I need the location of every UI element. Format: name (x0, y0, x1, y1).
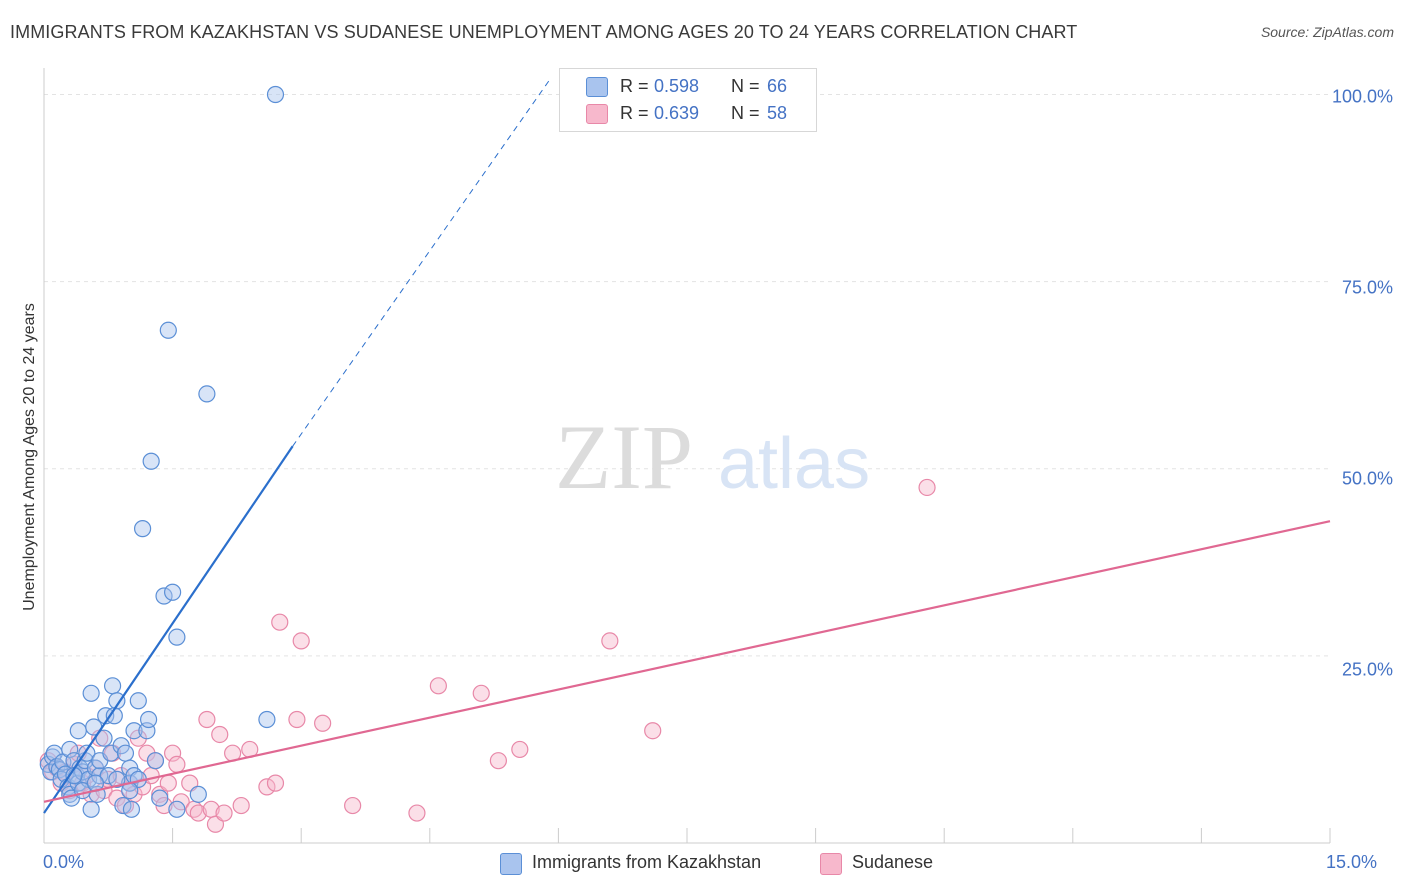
sudanese-point (511, 740, 529, 759)
r-label: R = (620, 76, 649, 96)
y-tick-25: 25.0% (1341, 659, 1393, 680)
chart-title: IMMIGRANTS FROM KAZAKHSTAN VS SUDANESE U… (10, 22, 1078, 42)
kazakhstan-point (159, 321, 177, 339)
trend-line-kazakhstan (43, 445, 294, 814)
n-label: N = (731, 103, 760, 123)
kazakhstan-point (99, 767, 117, 785)
kazakhstan-point (168, 800, 186, 818)
sudanese-point (644, 722, 662, 740)
sudanese-point (198, 710, 216, 729)
sudanese-point (189, 804, 207, 822)
x-tick-min: 0.0% (43, 852, 85, 872)
r-value-sudanese: 0.639 (654, 103, 700, 123)
kazakhstan-point (125, 722, 143, 740)
x-tick-max: 15.0% (1326, 852, 1378, 872)
sudanese-point (429, 677, 447, 695)
n-value-kazakhstan: 66 (767, 76, 788, 96)
n-value-sudanese: 58 (767, 103, 788, 123)
kazakhstan-point (164, 583, 182, 601)
sudanese-point (292, 632, 310, 650)
legend-swatch-kazakhstan (586, 77, 608, 97)
sudanese-point (159, 774, 177, 792)
sudanese-point (211, 725, 229, 744)
axes (43, 68, 1331, 844)
kazakhstan-point (114, 796, 132, 815)
gridlines (44, 93, 1330, 657)
kazakhstan-point (122, 800, 141, 818)
sudanese-point (918, 478, 936, 497)
watermark-zip: ZIP (555, 406, 693, 508)
kazakhstan-point (108, 770, 126, 788)
legend-label-sudanese: Sudanese (852, 852, 934, 872)
n-label: N = (731, 76, 760, 96)
sudanese-point (344, 796, 362, 815)
kazakhstan-point (189, 785, 207, 803)
trend-extension-kazakhstan (292, 79, 551, 447)
kazakhstan-point (108, 692, 126, 710)
kazakhstan-point (61, 740, 79, 759)
y-tick-75: 75.0% (1341, 277, 1393, 298)
sudanese-point (408, 804, 426, 822)
watermark: ZIP atlas (555, 406, 870, 508)
y-tick-50: 50.0% (1341, 468, 1393, 489)
kazakhstan-point (142, 452, 160, 470)
sudanese-point (288, 710, 306, 729)
kazakhstan-point (133, 520, 152, 538)
kazakhstan-point (82, 800, 100, 818)
r-label: R = (620, 103, 649, 123)
sudanese-point (266, 774, 285, 792)
kazakhstan-point (198, 385, 216, 403)
kazakhstan-point (168, 628, 186, 646)
r-value-kazakhstan: 0.598 (654, 76, 700, 96)
sudanese-point (489, 752, 507, 770)
sudanese-point (472, 684, 490, 702)
legend-label-kazakhstan: Immigrants from Kazakhstan (532, 852, 762, 872)
kazakhstan-point (146, 752, 165, 770)
sudanese-point (215, 804, 233, 822)
legend-swatch-sudanese (586, 104, 608, 124)
kazakhstan-point (103, 677, 122, 695)
kazakhstan-point (151, 789, 169, 807)
sudanese-point (314, 714, 332, 732)
sudanese-point (271, 613, 289, 631)
kazakhstan-point (116, 744, 135, 762)
legend-swatch-sudanese-bottom (820, 853, 842, 875)
y-tick-100: 100.0% (1331, 86, 1393, 107)
sudanese-point (601, 632, 619, 650)
trend-line-sudanese (43, 520, 1331, 803)
kazakhstan-point (155, 587, 173, 605)
sudanese-point (168, 755, 186, 774)
kazakhstan-point (266, 85, 285, 104)
kazakhstan-point (69, 722, 87, 740)
kazakhstan-point (139, 710, 158, 729)
kazakhstan-point (129, 692, 147, 710)
sudanese-point (232, 796, 250, 815)
trend-lines (43, 79, 1331, 814)
kazakhstan-point (82, 684, 100, 702)
kazakhstan-point (258, 710, 276, 729)
sudanese-point (164, 744, 182, 762)
source-label: Source: ZipAtlas.com (1260, 24, 1394, 40)
kazakhstan-points (39, 85, 285, 818)
watermark-atlas: atlas (718, 424, 870, 504)
sudanese-point (258, 778, 276, 796)
stats-legend: R = 0.598 N = 66 R = 0.639 N = 58 (559, 68, 817, 132)
legend-swatch-kazakhstan-bottom (500, 853, 522, 875)
